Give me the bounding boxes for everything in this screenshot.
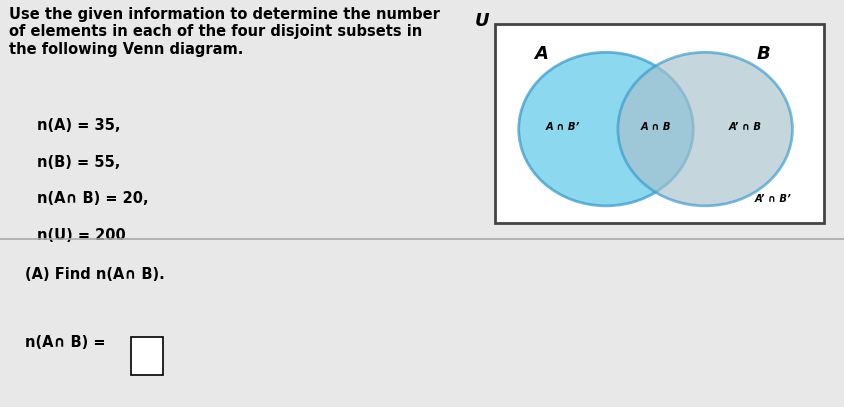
Text: U: U [475, 12, 490, 30]
Text: B: B [757, 45, 771, 63]
Text: A’ ∩ B: A’ ∩ B [728, 123, 761, 132]
Text: n(A∩ B) = 20,: n(A∩ B) = 20, [37, 191, 149, 206]
Text: A’ ∩ B’: A’ ∩ B’ [755, 194, 791, 204]
Text: n(U) = 200: n(U) = 200 [37, 228, 126, 243]
Text: n(A) = 35,: n(A) = 35, [37, 118, 121, 133]
Circle shape [618, 53, 793, 206]
Circle shape [519, 53, 693, 206]
Text: A ∩ B: A ∩ B [641, 123, 671, 132]
Text: A ∩ B’: A ∩ B’ [545, 123, 580, 132]
Bar [495, 24, 825, 223]
Text: n(B) = 55,: n(B) = 55, [37, 155, 121, 170]
FancyBboxPatch shape [131, 337, 163, 374]
Text: (A) Find n(A∩ B).: (A) Find n(A∩ B). [25, 267, 165, 282]
Text: Use the given information to determine the number
of elements in each of the fou: Use the given information to determine t… [9, 7, 441, 57]
Text: A: A [534, 45, 549, 63]
Text: n(A∩ B) =: n(A∩ B) = [25, 335, 111, 350]
